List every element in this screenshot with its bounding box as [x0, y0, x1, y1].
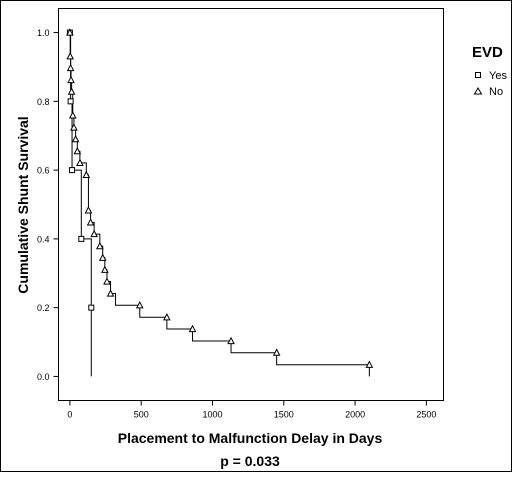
censor-marker-triangle — [90, 229, 98, 238]
censor-marker-triangle — [66, 52, 75, 60]
censor-marker-triangle — [68, 111, 77, 119]
censor-marker-triangle — [66, 63, 75, 72]
censor-marker-square — [88, 304, 95, 311]
legend-triangle-icon — [473, 87, 483, 95]
censor-marker-triangle — [67, 75, 75, 84]
censor-marker-triangle — [84, 206, 93, 214]
legend-entry-no: No — [489, 86, 503, 98]
y-tick-label: 0.2 — [37, 303, 50, 313]
censor-marker-triangle — [135, 300, 144, 309]
x-tick-label: 1500 — [274, 410, 294, 420]
censor-marker-triangle — [365, 360, 374, 368]
censor-marker-square — [69, 167, 76, 174]
x-tick-label: 2000 — [345, 410, 365, 420]
censor-marker-triangle — [96, 241, 104, 250]
y-tick-label: 0.8 — [37, 97, 50, 107]
censor-marker-triangle — [70, 123, 78, 131]
plot-area — [58, 8, 444, 401]
y-axis-label: Cumulative Shunt Survival — [15, 116, 31, 293]
censor-marker-triangle — [73, 146, 82, 155]
y-axis: 0.0 0.2 0.4 0.6 0.8 1.0 — [37, 28, 59, 382]
censor-marker-triangle — [82, 170, 91, 179]
censor-marker-square — [67, 98, 74, 105]
censor-marker-triangle — [272, 348, 281, 356]
censor-marker-triangle — [67, 87, 76, 95]
censor-marker-triangle — [98, 253, 107, 261]
censor-marker-triangle — [86, 218, 95, 226]
p-value: p = 0.033 — [220, 453, 280, 469]
x-axis: 0 500 1000 1500 2000 2500 — [67, 400, 436, 420]
censor-marker-triangle — [103, 277, 111, 285]
censor-marker-triangle — [66, 28, 74, 36]
x-tick-label: 500 — [134, 410, 149, 420]
censor-markers — [66, 28, 374, 368]
censor-marker-triangle — [163, 313, 171, 321]
censor-marker-triangle — [188, 324, 197, 333]
censor-marker-triangle — [106, 289, 115, 297]
x-tick-label: 2500 — [416, 410, 436, 420]
y-tick-label: 0.0 — [37, 372, 50, 382]
censor-marker-triangle — [227, 336, 235, 345]
censor-marker-triangle — [101, 265, 109, 273]
y-tick-label: 0.4 — [37, 234, 50, 244]
legend-square-icon — [475, 72, 481, 78]
x-tick-label: 0 — [67, 410, 72, 420]
y-tick-label: 1.0 — [37, 28, 50, 38]
censor-marker-square — [78, 235, 85, 242]
censor-marker-triangle — [76, 158, 84, 166]
legend: EVD Yes No — [472, 44, 507, 98]
y-tick-label: 0.6 — [37, 166, 50, 176]
x-tick-label: 1000 — [202, 410, 222, 420]
x-axis-label: Placement to Malfunction Delay in Days — [118, 430, 383, 446]
legend-title: EVD — [472, 44, 503, 61]
censor-marker-triangle — [71, 134, 80, 143]
legend-entry-yes: Yes — [489, 70, 507, 82]
